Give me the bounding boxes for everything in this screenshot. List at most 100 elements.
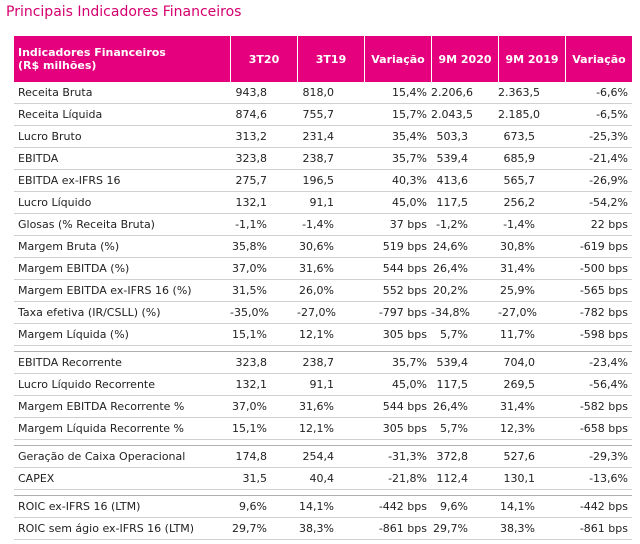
value-cell: 238,7 (302, 356, 335, 369)
value-cell: 503,3 (436, 130, 469, 143)
row-label: ROIC sem ágio ex-IFRS 16 (LTM) (18, 522, 195, 535)
value-cell: 5,7% (440, 328, 468, 341)
value-cell: -500 bps (579, 262, 628, 275)
value-cell: 30,8% (500, 240, 535, 253)
row-label: Margem EBITDA Recorrente % (18, 400, 185, 413)
value-cell: -1,1% (235, 218, 267, 231)
row-label: Margem Bruta (%) (18, 240, 120, 253)
value-cell: 26,0% (299, 284, 334, 297)
table-row: Margem Líquida Recorrente % 15,1% 12,1% 305… (14, 418, 632, 440)
row-label: Geração de Caixa Operacional (18, 450, 186, 463)
value-cell: 269,5 (503, 378, 536, 391)
value-cell: 323,8 (235, 152, 268, 165)
value-cell: -25,3% (589, 130, 628, 143)
value-cell: -13,6% (589, 472, 628, 485)
value-cell: 552 bps (382, 284, 427, 297)
value-cell: 305 bps (382, 328, 427, 341)
value-cell: 38,3% (500, 522, 535, 535)
value-cell: 2.043,5 (431, 108, 473, 121)
value-cell: -658 bps (579, 422, 628, 435)
value-cell: 31,6% (299, 262, 334, 275)
value-cell: 15,4% (392, 86, 427, 99)
value-cell: 2.206,6 (431, 86, 473, 99)
value-cell: -31,3% (388, 450, 427, 463)
value-cell: 174,8 (235, 450, 268, 463)
row-label: Lucro Bruto (18, 130, 82, 143)
value-cell: 673,5 (503, 130, 536, 143)
value-cell: 35,4% (392, 130, 427, 143)
value-cell: 15,1% (232, 328, 267, 341)
value-cell: 20,2% (433, 284, 468, 297)
value-cell: 685,9 (503, 152, 536, 165)
table-row: ROIC sem ágio ex-IFRS 16 (LTM) 29,7% 38,3%… (14, 518, 632, 540)
value-cell: 35,7% (392, 152, 427, 165)
value-cell: -1,4% (503, 218, 535, 231)
value-cell: 130,1 (503, 472, 536, 485)
value-cell: 25,9% (500, 284, 535, 297)
value-cell: -27,0% (297, 306, 336, 319)
value-cell: 12,1% (299, 328, 334, 341)
value-cell: 15,7% (392, 108, 427, 121)
value-cell: -782 bps (579, 306, 628, 319)
table-row: Margem EBITDA (%) 37,0% 31,6% 544 bps 26,4% 3… (14, 258, 632, 280)
value-cell: 2.185,0 (498, 108, 540, 121)
header-cell: 9M 2019 (498, 36, 565, 82)
value-cell: 256,2 (503, 196, 536, 209)
row-label: EBITDA ex-IFRS 16 (18, 174, 121, 187)
value-cell: 117,5 (436, 378, 469, 391)
header-label-line: (R$ milhões) (18, 59, 97, 72)
value-cell: -442 bps (579, 500, 628, 513)
value-cell: 45,0% (392, 378, 427, 391)
value-cell: -29,3% (589, 450, 628, 463)
value-cell: 132,1 (235, 378, 268, 391)
value-cell: 231,4 (302, 130, 335, 143)
value-cell: 37,0% (232, 262, 267, 275)
value-cell: 29,7% (433, 522, 468, 535)
header-row: Indicadores Financeiros (R$ milhões) 3T20 3… (14, 36, 632, 82)
value-cell: 539,4 (436, 356, 469, 369)
value-cell: 29,7% (232, 522, 267, 535)
value-cell: 37 bps (389, 218, 427, 231)
table-row: EBITDA ex-IFRS 16 275,7 196,5 40,3% 413,6 565… (14, 170, 632, 192)
value-cell: 31,4% (500, 262, 535, 275)
value-cell: -6,6% (596, 86, 628, 99)
table-row: Margem EBITDA Recorrente % 37,0% 31,6% 544 … (14, 396, 632, 418)
value-cell: -619 bps (579, 240, 628, 253)
value-cell: -34,8% (431, 306, 470, 319)
value-cell: 254,4 (302, 450, 335, 463)
group-separator (14, 346, 632, 352)
value-cell: 238,7 (302, 152, 335, 165)
value-cell: -797 bps (378, 306, 427, 319)
row-label: Receita Líquida (18, 108, 103, 121)
group-separator (14, 440, 632, 446)
value-cell: 30,6% (299, 240, 334, 253)
table-row: Receita Líquida 874,6 755,7 15,7% 2.043,5 2.1… (14, 104, 632, 126)
value-cell: 519 bps (382, 240, 427, 253)
value-cell: -27,0% (498, 306, 537, 319)
value-cell: 26,4% (433, 262, 468, 275)
value-cell: 112,4 (436, 472, 469, 485)
value-cell: -54,2% (589, 196, 628, 209)
value-cell: -6,5% (596, 108, 628, 121)
value-cell: 35,8% (232, 240, 267, 253)
value-cell: -598 bps (579, 328, 628, 341)
table-row: ROIC ex-IFRS 16 (LTM) 9,6% 14,1% -442 bps 9,… (14, 496, 632, 518)
value-cell: 132,1 (235, 196, 268, 209)
value-cell: 527,6 (503, 450, 536, 463)
header-cell: Variação (364, 36, 431, 82)
value-cell: 35,7% (392, 356, 427, 369)
row-label: Glosas (% Receita Bruta) (18, 218, 155, 231)
row-label: Margem Líquida Recorrente % (18, 422, 185, 435)
value-cell: 40,3% (392, 174, 427, 187)
value-cell: 37,0% (232, 400, 267, 413)
value-cell: 9,6% (239, 500, 267, 513)
row-label: EBITDA Recorrente (18, 356, 122, 369)
value-cell: 539,4 (436, 152, 469, 165)
table-row: EBITDA 323,8 238,7 35,7% 539,4 685,9 -21,4% (14, 148, 632, 170)
value-cell: -565 bps (579, 284, 628, 297)
value-cell: 14,1% (299, 500, 334, 513)
value-cell: 544 bps (382, 400, 427, 413)
table-row: Lucro Líquido Recorrente 132,1 91,1 45,0% 11… (14, 374, 632, 396)
value-cell: -26,9% (589, 174, 628, 187)
